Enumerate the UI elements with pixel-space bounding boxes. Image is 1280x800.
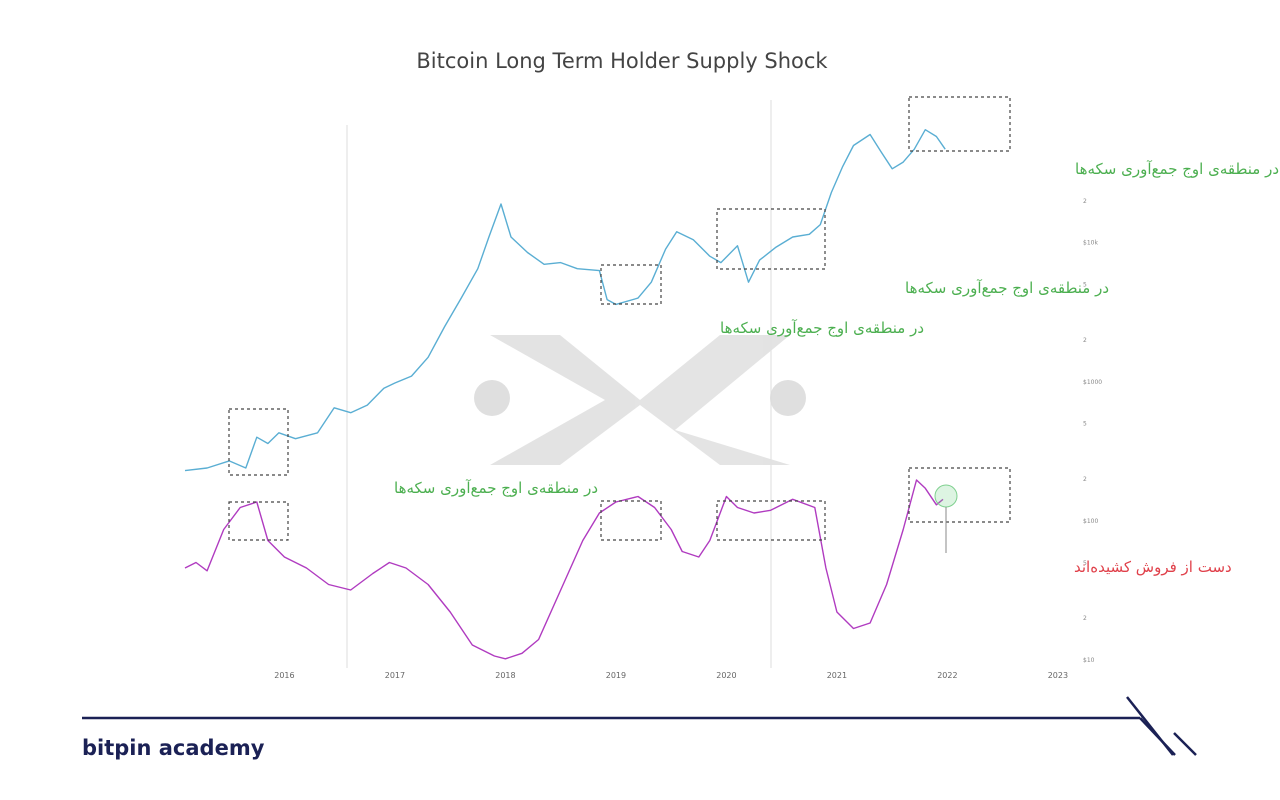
y-tick-label-3: $100	[1083, 518, 1098, 525]
x-tick-label-6: 2022	[937, 671, 957, 680]
watermark-right-dot-icon	[770, 380, 806, 416]
chart-title: Bitcoin Long Term Holder Supply Shock	[416, 49, 828, 73]
x-tick-label-5: 2021	[827, 671, 847, 680]
annotation-accumulation-2018: در منطقه‌ی اوج جمع‌آوری سکه‌ها	[720, 319, 924, 338]
annotation-accumulation-2016: در منطقه‌ی اوج جمع‌آوری سکه‌ها	[394, 479, 598, 498]
watermark-cross-icon	[490, 335, 790, 465]
ratio-box-2016	[228, 501, 289, 541]
watermark-logo	[474, 335, 806, 465]
y-tick-label-7: 2	[1083, 337, 1087, 344]
brand-name: bitpin academy	[82, 736, 265, 760]
price-box-2016	[228, 408, 289, 476]
y-tick-label-4: 2	[1083, 476, 1087, 483]
y-tick-label-0: $10	[1083, 657, 1095, 664]
y-tick-label-9: $10k	[1083, 240, 1098, 247]
x-axis-ticks: 2016 2017 2018 2019 2020 2021 2022 2023	[274, 671, 1068, 680]
x-tick-label-7: 2023	[1048, 671, 1068, 680]
x-tick-label-4: 2020	[716, 671, 736, 680]
series-group	[184, 129, 946, 660]
y-tick-label-10: 2	[1083, 198, 1087, 205]
y-tick-label-2: 5	[1083, 560, 1087, 567]
price-series-line	[184, 129, 946, 472]
annotation-accumulation-2021: در منطقه‌ی اوج جمع‌آوری سکه‌ها	[1075, 160, 1279, 179]
ratio-box-2020	[716, 500, 826, 541]
y-tick-label-8: 5	[1083, 282, 1087, 289]
price-box-2019	[600, 264, 662, 305]
x-tick-label-3: 2019	[606, 671, 626, 680]
x-tick-label-0: 2016	[274, 671, 294, 680]
highlight-boxes	[228, 96, 1011, 541]
y-tick-label-6: $1000	[1083, 379, 1102, 386]
y-tick-label-5: 5	[1083, 421, 1087, 428]
ratio-box-2019	[600, 500, 662, 541]
footer-slash-icon	[1126, 696, 1197, 756]
annotation-distribution: دست از فروش کشیده‌اند	[1074, 558, 1232, 576]
x-tick-label-1: 2017	[385, 671, 405, 680]
ratio-box-2021	[908, 467, 1011, 523]
x-tick-label-2: 2018	[495, 671, 515, 680]
watermark-left-dot-icon	[474, 380, 510, 416]
ratio-series-line	[184, 479, 944, 660]
price-box-2021	[908, 96, 1011, 152]
y-tick-label-1: 2	[1083, 615, 1087, 622]
price-box-2020	[716, 208, 826, 270]
highlight-circle	[934, 484, 958, 508]
annotation-accumulation-2020: در منطقه‌ی اوج جمع‌آوری سکه‌ها	[905, 279, 1109, 298]
y-axis-ticks: $10 2 5 $100 2 5 $1000 2 5 $10k 2	[1083, 198, 1102, 664]
